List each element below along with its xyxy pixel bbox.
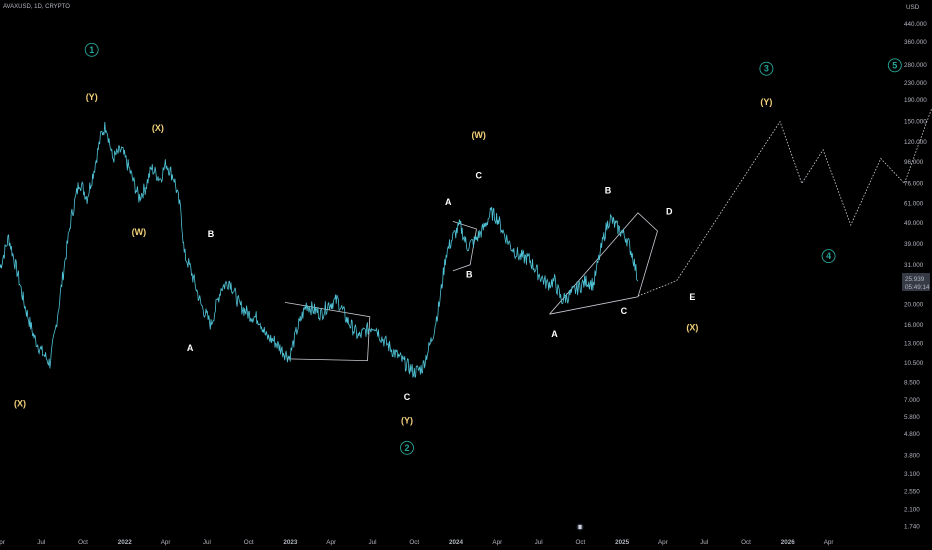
x-tick-label: Jul (203, 539, 211, 546)
y-tick-label: 440.000 (904, 21, 927, 28)
wave-label: A (445, 197, 452, 207)
wave-label: B (208, 229, 215, 239)
y-tick-label: 230.000 (904, 80, 927, 87)
wave-label: C (621, 306, 628, 316)
pattern-lines (284, 212, 658, 362)
projection-line (637, 107, 932, 297)
wave-label: (Y) (401, 416, 413, 426)
x-tick-label: 2023 (283, 539, 298, 546)
wave-labels: 1 (Y) (X) (W) B A (X) C (Y) 2 A B C (W) A B C D E (X) 3 (Y) 4 5 (14, 42, 902, 455)
x-tick-label: Apr (658, 539, 668, 546)
y-tick-label: 49.000 (904, 220, 924, 227)
y-tick-label: 3.800 (904, 452, 920, 459)
x-tick-label: Apr (0, 539, 5, 546)
y-tick-label: 10.500 (904, 360, 924, 367)
pattern-line (549, 212, 658, 315)
wave-label: B (605, 186, 612, 196)
wave-label: (Y) (86, 92, 98, 102)
x-tick-label: Apr (492, 539, 502, 546)
y-tick-label: 61.000 (904, 200, 924, 207)
wave-circle (84, 42, 99, 57)
last-price-value: 25.939 (905, 276, 925, 283)
wave-circle (821, 249, 836, 264)
wave-label: E (689, 292, 695, 302)
y-tick-label: 5.800 (904, 414, 920, 421)
y-tick-label: 31.000 (904, 262, 924, 269)
x-tick-label: Jul (535, 539, 543, 546)
wave-label: (X) (686, 323, 698, 333)
y-tick-label: 7.000 (904, 397, 920, 404)
x-tick-label: Apr (326, 539, 336, 546)
x-tick-label: Apr (161, 539, 171, 546)
y-tick-label: 2.550 (904, 489, 920, 496)
wave-label: 5 (892, 60, 897, 70)
y-tick-label: 280.000 (904, 62, 927, 69)
wave-label: 3 (764, 64, 769, 74)
wave-label: (W) (132, 227, 147, 237)
y-tick-label: 3.100 (904, 471, 920, 478)
y-tick-label: 8.500 (904, 379, 920, 386)
y-tick-label: 2.100 (904, 506, 920, 513)
y-tick-label: 360.000 (904, 39, 927, 46)
x-tick-label: Jul (368, 539, 376, 546)
wave-label: 1 (89, 45, 94, 55)
y-tick-label: 4.800 (904, 431, 920, 438)
y-tick-label: 120.000 (904, 139, 927, 146)
tv-logo-icon[interactable] (576, 523, 584, 531)
y-tick-label: 76.000 (904, 180, 924, 187)
x-tick-label: Jul (37, 539, 45, 546)
x-tick-label: Oct (78, 539, 88, 546)
x-tick-label: 2024 (449, 539, 464, 546)
wave-label: C (404, 392, 411, 402)
y-tick-label: 150.000 (904, 119, 927, 126)
currency-label: USD (906, 4, 920, 11)
y-tick-label: 96.000 (904, 159, 924, 166)
wave-label: (Y) (760, 97, 772, 107)
y-tick-label: 1.740 (904, 523, 920, 530)
x-tick-label: Oct (244, 539, 254, 546)
wave-circle (887, 58, 902, 73)
wave-circle (759, 61, 774, 76)
wave-label: 4 (826, 251, 831, 261)
last-price-tag: 25.939 05:49:14 (902, 273, 930, 291)
x-tick-label: Oct (576, 539, 586, 546)
countdown-value: 05:49:14 (905, 284, 930, 291)
wave-label: (X) (14, 399, 26, 409)
wave-label: (W) (471, 130, 486, 140)
wave-label: 2 (404, 443, 409, 453)
x-tick-label: 2026 (781, 539, 796, 546)
x-tick-label: Apr (824, 539, 834, 546)
x-tick-label: 2025 (615, 539, 630, 546)
y-tick-label: 39.000 (904, 241, 924, 248)
x-tick-label: Oct (741, 539, 751, 546)
y-tick-label: 20.000 (904, 302, 924, 309)
wave-label: D (666, 206, 673, 216)
x-tick-label: Oct (409, 539, 419, 546)
wave-circle (400, 440, 414, 455)
y-tick-label: 13.000 (904, 341, 924, 348)
x-tick-label: 2022 (118, 539, 133, 546)
wave-label: C (475, 171, 482, 181)
y-tick-label: 190.000 (904, 97, 927, 104)
wave-label: (X) (152, 123, 164, 133)
y-tick-label: 16.000 (904, 322, 924, 329)
wave-label: A (551, 329, 558, 339)
symbol-title[interactable]: AVAXUSD, 1D, CRYPTO (3, 4, 70, 10)
price-series-line (0, 121, 639, 378)
x-tick-label: Jul (700, 539, 708, 546)
x-axis[interactable]: Apr Jul Oct 2022 Apr Jul Oct 2023 Apr Jul Oct 2024 A… (0, 539, 834, 546)
wave-label: B (466, 269, 473, 279)
wave-label: A (187, 343, 194, 353)
